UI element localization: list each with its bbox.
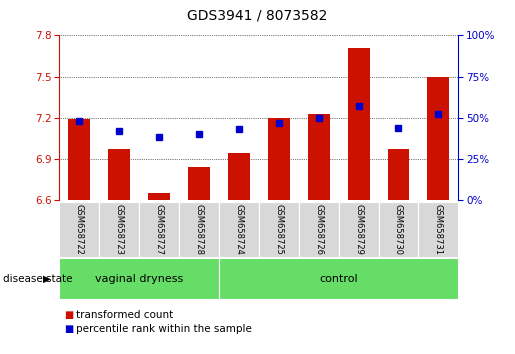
Bar	[108, 149, 130, 200]
Bar	[148, 193, 170, 200]
Text: ▶: ▶	[43, 274, 50, 284]
Bar	[188, 167, 210, 200]
Text: GSM658725: GSM658725	[274, 204, 283, 255]
Text: vaginal dryness: vaginal dryness	[95, 274, 183, 284]
Bar	[307, 114, 330, 200]
Text: disease state: disease state	[3, 274, 72, 284]
Text: GSM658722: GSM658722	[75, 204, 83, 255]
Text: GSM658728: GSM658728	[195, 204, 203, 255]
Bar	[427, 76, 450, 200]
Bar	[387, 149, 409, 200]
Text: GSM658723: GSM658723	[115, 204, 124, 255]
Text: GSM658726: GSM658726	[314, 204, 323, 255]
Text: GSM658730: GSM658730	[394, 204, 403, 255]
Bar	[268, 118, 290, 200]
Text: transformed count: transformed count	[76, 310, 173, 320]
Bar	[348, 48, 370, 200]
Text: ■: ■	[64, 324, 74, 334]
Text: percentile rank within the sample: percentile rank within the sample	[76, 324, 252, 334]
Text: GSM658727: GSM658727	[154, 204, 163, 255]
Text: GSM658724: GSM658724	[234, 204, 243, 255]
Text: GSM658731: GSM658731	[434, 204, 443, 255]
Text: control: control	[319, 274, 358, 284]
Text: ■: ■	[64, 310, 74, 320]
Bar	[68, 119, 90, 200]
Text: GSM658729: GSM658729	[354, 204, 363, 255]
Bar	[228, 153, 250, 200]
Text: GDS3941 / 8073582: GDS3941 / 8073582	[187, 9, 328, 23]
